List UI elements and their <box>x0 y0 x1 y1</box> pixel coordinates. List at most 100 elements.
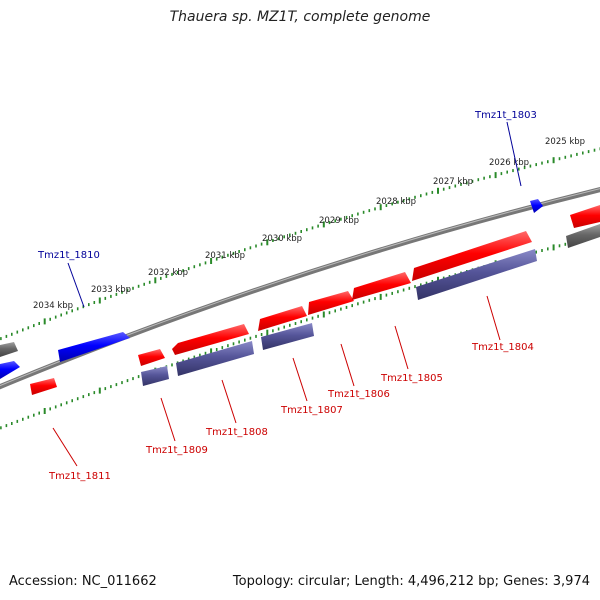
inner-scale-minor-tick <box>71 399 73 403</box>
gene-label-1804[interactable]: Tmz1t_1804 <box>471 342 534 353</box>
outer-scale-minor-tick <box>362 210 365 214</box>
outer-scale-minor-tick <box>351 214 353 218</box>
inner-scale-minor-tick <box>82 395 85 399</box>
cds-bar-1804 <box>416 249 537 300</box>
outer-scale-minor-tick <box>289 233 291 237</box>
inner-scale-minor-tick <box>541 249 543 252</box>
gene-arrow-1803[interactable] <box>530 199 543 213</box>
outer-scale-minor-tick <box>460 182 462 186</box>
outer-scale-minor-tick <box>49 317 51 321</box>
gene-label-1808[interactable]: Tmz1t_1808 <box>205 427 268 438</box>
outer-scale-minor-tick <box>306 228 308 232</box>
gene-arrow-1807[interactable] <box>258 306 307 331</box>
inner-scale-minor-tick <box>110 385 112 389</box>
inner-scale-minor-tick <box>171 363 173 367</box>
inner-scale-major-tick <box>552 244 555 251</box>
outer-scale-major-tick <box>154 277 157 284</box>
outer-scale-minor-tick <box>160 276 162 280</box>
inner-scale-minor-tick <box>272 329 274 333</box>
inner-scale-minor-tick <box>5 424 8 428</box>
outer-scale-minor-tick <box>260 242 263 246</box>
outer-scale-major-tick <box>98 297 101 304</box>
inner-scale-minor-tick <box>311 316 314 320</box>
gene-label-1806[interactable]: Tmz1t_1806 <box>327 389 390 400</box>
outer-scale-minor-tick <box>255 244 257 248</box>
outer-scale-minor-tick <box>283 235 285 239</box>
outer-scale-minor-tick <box>71 309 73 313</box>
outer-scale-minor-tick <box>294 231 297 235</box>
feature-blue-left-edge[interactable] <box>0 361 20 379</box>
inner-scale-minor-tick <box>93 391 96 395</box>
inner-scale-minor-tick <box>558 244 561 248</box>
outer-scale-minor-tick <box>11 332 13 336</box>
outer-scale-minor-tick <box>471 179 474 183</box>
gene-arrow-1805[interactable] <box>352 272 411 300</box>
gene-arrow-1806[interactable] <box>308 291 354 315</box>
gene-arrow-1809[interactable] <box>138 349 165 366</box>
inner-scale-minor-tick <box>260 333 263 336</box>
scale-label-2027: 2027 kbp <box>433 177 473 187</box>
outer-scale-minor-tick <box>483 176 485 180</box>
outer-scale-minor-tick <box>193 265 196 269</box>
outer-scale-minor-tick <box>16 330 19 334</box>
inner-scale-minor-tick <box>16 419 19 423</box>
outer-scale-minor-tick <box>500 172 503 176</box>
inner-scale-minor-tick <box>137 375 140 379</box>
inner-scale-minor-tick <box>11 422 13 425</box>
outer-scale-minor-tick <box>221 255 224 259</box>
outer-scale-minor-tick <box>126 288 129 292</box>
outer-scale-minor-tick <box>523 166 526 170</box>
gene-arrow-1811[interactable] <box>30 378 57 395</box>
outer-scale-minor-tick <box>547 160 549 164</box>
outer-scale-minor-tick <box>110 294 112 298</box>
outer-scale-minor-tick <box>466 181 468 185</box>
inner-scale-minor-tick <box>328 311 331 315</box>
inner-scale-minor-tick <box>22 417 24 421</box>
gene-label-1807[interactable]: Tmz1t_1807 <box>280 405 343 416</box>
inner-scale-minor-tick <box>54 405 57 409</box>
inner-scale-major-tick <box>98 387 101 394</box>
outer-scale-minor-tick <box>22 328 24 332</box>
outer-scale-minor-tick <box>345 215 348 219</box>
feature-grey-right <box>566 224 600 248</box>
inner-scale-minor-tick <box>374 297 376 301</box>
outer-scale-minor-tick <box>199 263 201 267</box>
outer-scale-minor-tick <box>570 154 572 158</box>
inner-scale-major-tick <box>266 329 269 336</box>
outer-scale-minor-tick <box>582 151 584 155</box>
inner-scale-minor-tick <box>27 415 30 419</box>
gene-labels: Tmz1t_1803 Tmz1t_1804 Tmz1t_1805 Tmz1t_1… <box>37 110 537 482</box>
outer-scale-minor-tick <box>357 212 359 216</box>
gene-label-1811[interactable]: Tmz1t_1811 <box>48 471 111 482</box>
inner-scale-minor-tick <box>351 304 353 308</box>
outer-scale-minor-tick <box>60 313 62 317</box>
features <box>0 199 600 395</box>
gene-label-1805[interactable]: Tmz1t_1805 <box>380 373 443 384</box>
gene-label-1810[interactable]: Tmz1t_1810 <box>37 250 100 261</box>
inner-scale-minor-tick <box>294 322 297 325</box>
outer-scale-minor-tick <box>232 251 235 255</box>
leader-1804 <box>486 295 501 341</box>
outer-scale-minor-tick <box>489 175 491 179</box>
gene-arrow-1808[interactable] <box>172 324 249 355</box>
gene-arrow-1810[interactable] <box>58 332 130 362</box>
outer-scale-minor-tick <box>558 157 561 161</box>
outer-scale-minor-tick <box>300 230 302 233</box>
leader-1805 <box>394 325 409 370</box>
outer-scale-minor-tick <box>397 200 399 204</box>
leader-lines <box>52 121 522 467</box>
inner-scale-major-tick <box>210 348 213 355</box>
inner-scale-minor-tick <box>221 346 224 350</box>
inner-scale-minor-tick <box>232 342 235 346</box>
inner-scale-minor-tick <box>397 290 399 294</box>
outer-scale-minor-tick <box>334 219 336 223</box>
gene-label-1803[interactable]: Tmz1t_1803 <box>474 110 537 121</box>
inner-scale-minor-tick <box>535 250 537 254</box>
inner-scale-minor-tick <box>65 401 68 405</box>
inner-scale-minor-tick <box>193 355 196 359</box>
outer-scale-major-tick <box>494 172 497 179</box>
outer-scale-minor-tick <box>82 305 85 309</box>
gene-arrow-1804[interactable] <box>412 231 532 281</box>
gene-label-1809[interactable]: Tmz1t_1809 <box>145 445 208 456</box>
outer-scale-minor-tick <box>33 324 35 328</box>
